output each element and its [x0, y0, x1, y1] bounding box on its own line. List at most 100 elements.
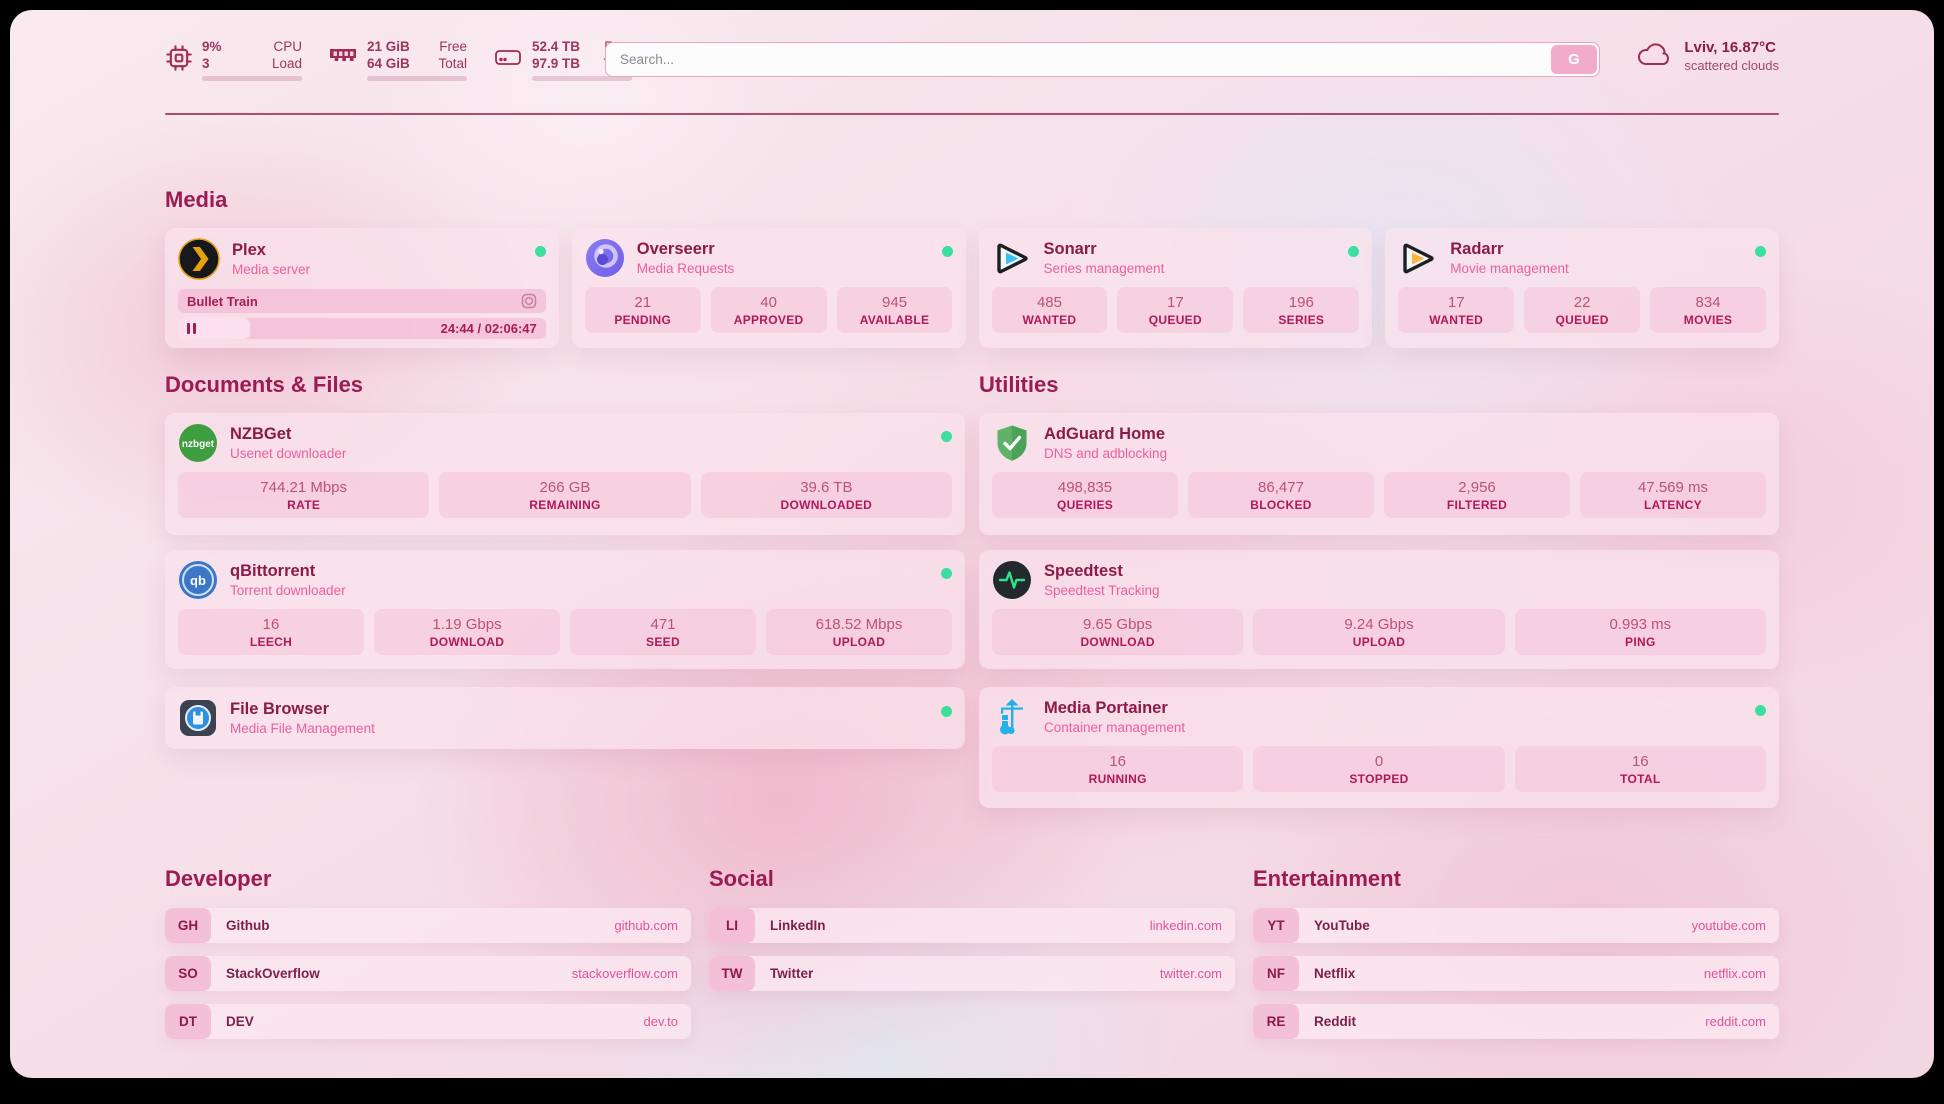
app-card-portainer[interactable]: Media Portainer Container management 16 R…	[979, 687, 1779, 808]
search-bar: G	[605, 42, 1600, 77]
bookmark-abbr: DT	[165, 1004, 211, 1039]
stat-tile: 16 LEECH	[178, 609, 364, 655]
bookmark-url: netflix.com	[1703, 966, 1766, 981]
bookmark-abbr: GH	[165, 908, 211, 943]
stat-tile: 39.6 TB DOWNLOADED	[700, 472, 952, 518]
stat-tile: 22 QUEUED	[1524, 287, 1641, 333]
stat-tile: 16 TOTAL	[1514, 746, 1766, 792]
bookmark-url: dev.to	[643, 1014, 678, 1029]
app-card-speedtest[interactable]: Speedtest Speedtest Tracking 9.65 Gbps DO…	[979, 550, 1779, 669]
bookmark-abbr: LI	[709, 908, 755, 943]
disk-free-value: 52.4 TB	[532, 39, 581, 54]
stat-tile: 498,835 QUERIES	[992, 472, 1178, 518]
stat-tile: 86,477 BLOCKED	[1188, 472, 1374, 518]
app-card-qbittorrent[interactable]: qb qBittorrent Torrent downloader 16 LEEC…	[165, 550, 965, 669]
app-card-nzbget[interactable]: nzbget NZBGet Usenet downloader 744.21 M…	[165, 413, 965, 535]
status-online-dot	[941, 706, 952, 717]
bookmark-name: Reddit	[1314, 1014, 1356, 1029]
stat-tile: 40 APPROVED	[710, 287, 827, 333]
app-subtitle: Series management	[1043, 260, 1165, 276]
bookmark-reddit[interactable]: RE Reddit reddit.com	[1253, 1004, 1779, 1039]
bookmark-linkedin[interactable]: LI LinkedIn linkedin.com	[709, 908, 1235, 943]
search-input[interactable]	[606, 43, 1551, 76]
bookmark-twitter[interactable]: TW Twitter twitter.com	[709, 956, 1235, 991]
app-card-adguard[interactable]: AdGuard Home DNS and adblocking 498,835 Q…	[979, 413, 1779, 535]
top-bar: 9% CPU 3 Load	[165, 10, 1779, 113]
app-title: File Browser	[230, 699, 330, 718]
bookmark-abbr: SO	[165, 956, 211, 991]
bookmarks-grid: Developer GH Github github.com SO StackO…	[165, 866, 1779, 1052]
status-online-dot	[1755, 705, 1766, 716]
bookmark-url: reddit.com	[1705, 1014, 1766, 1029]
app-subtitle: DNS and adblocking	[1044, 445, 1168, 461]
svg-text:nzbget: nzbget	[182, 439, 215, 450]
bookmark-name: Github	[226, 918, 270, 933]
stat-tile: 47.569 ms LATENCY	[1580, 472, 1766, 518]
app-title: NZBGet	[230, 424, 292, 443]
bookmark-netflix[interactable]: NF Netflix netflix.com	[1253, 956, 1779, 991]
weather-widget: Lviv, 16.87°C scattered clouds	[1635, 38, 1779, 74]
plex-icon	[178, 238, 220, 280]
memory-free-value: 21 GiB	[367, 39, 410, 54]
app-title: Radarr	[1450, 239, 1504, 258]
bookmark-url: youtube.com	[1691, 918, 1766, 933]
cpu-progressbar	[202, 76, 302, 81]
disk-icon	[493, 44, 523, 75]
cpu-load-value: 3	[202, 56, 210, 71]
stat-tile: 16 RUNNING	[992, 746, 1244, 792]
adguard-icon	[992, 423, 1032, 463]
app-card-sonarr[interactable]: Sonarr Series management 485 WANTED 17 QUE…	[978, 228, 1373, 348]
stat-tile: 1.19 Gbps DOWNLOAD	[374, 609, 560, 655]
stat-tile: 485 WANTED	[991, 287, 1108, 333]
bookmark-stackoverflow[interactable]: SO StackOverflow stackoverflow.com	[165, 956, 691, 991]
app-card-overseerr[interactable]: Overseerr Media Requests 21 PENDING 40 APP…	[571, 228, 966, 348]
stat-tile: 471 SEED	[570, 609, 756, 655]
bookmark-name: Twitter	[770, 966, 814, 981]
bookmark-name: StackOverflow	[226, 966, 320, 981]
bookmark-name: LinkedIn	[770, 918, 826, 933]
status-online-dot	[1755, 246, 1766, 257]
bookmark-url: twitter.com	[1159, 966, 1222, 981]
app-title: Sonarr	[1043, 239, 1097, 258]
app-subtitle: Speedtest Tracking	[1044, 582, 1160, 598]
status-online-dot	[941, 431, 952, 442]
search-provider-button[interactable]: G	[1551, 45, 1597, 74]
app-card-plex[interactable]: Plex Media server Bullet Train	[165, 228, 559, 348]
memory-stat: 21 GiB Free 64 GiB Total	[328, 38, 467, 81]
stat-tile: 266 GB REMAINING	[439, 472, 691, 518]
section-title-media: Media	[165, 187, 228, 212]
bookmark-github[interactable]: GH Github github.com	[165, 908, 691, 943]
bookmark-dev[interactable]: DT DEV dev.to	[165, 1004, 691, 1039]
app-subtitle: Container management	[1044, 719, 1186, 735]
app-subtitle: Movie management	[1450, 260, 1569, 276]
playback-time: 24:44 / 02:06:47	[440, 321, 537, 336]
bookmark-abbr: RE	[1253, 1004, 1299, 1039]
memory-total-label: Total	[438, 56, 467, 71]
bookmarks-developer: Developer GH Github github.com SO StackO…	[165, 866, 691, 1052]
stat-tile: 945 AVAILABLE	[836, 287, 953, 333]
stat-tile: 0 STOPPED	[1253, 746, 1505, 792]
section-title-social: Social	[709, 866, 774, 891]
svg-text:qb: qb	[190, 573, 206, 588]
stat-tile: 744.21 Mbps RATE	[178, 472, 430, 518]
cpu-value: 9%	[202, 39, 222, 54]
stat-tile: 0.993 ms PING	[1514, 609, 1766, 655]
bookmark-abbr: YT	[1253, 908, 1299, 943]
app-subtitle: Media Requests	[636, 260, 735, 276]
portainer-icon	[992, 697, 1032, 737]
stat-tile: 9.24 Gbps UPLOAD	[1253, 609, 1505, 655]
stat-tile: 834 MOVIES	[1650, 287, 1766, 333]
stat-tile: 196 SERIES	[1243, 287, 1360, 333]
now-playing-icon	[521, 293, 537, 309]
now-playing-title: Bullet Train	[187, 293, 258, 309]
bookmark-name: DEV	[226, 1014, 254, 1029]
stat-tile: 618.52 Mbps UPLOAD	[766, 609, 952, 655]
dashboard-screen: 9% CPU 3 Load	[10, 10, 1934, 1078]
app-card-filebrowser[interactable]: File Browser Media File Management	[165, 687, 965, 749]
bookmark-youtube[interactable]: YT YouTube youtube.com	[1253, 908, 1779, 943]
app-title: AdGuard Home	[1044, 424, 1166, 443]
bookmark-abbr: NF	[1253, 956, 1299, 991]
bookmark-url: linkedin.com	[1149, 918, 1222, 933]
app-card-radarr[interactable]: Radarr Movie management 17 WANTED 22 QUEUE…	[1385, 228, 1779, 348]
section-title-documents: Documents & Files	[165, 372, 364, 397]
